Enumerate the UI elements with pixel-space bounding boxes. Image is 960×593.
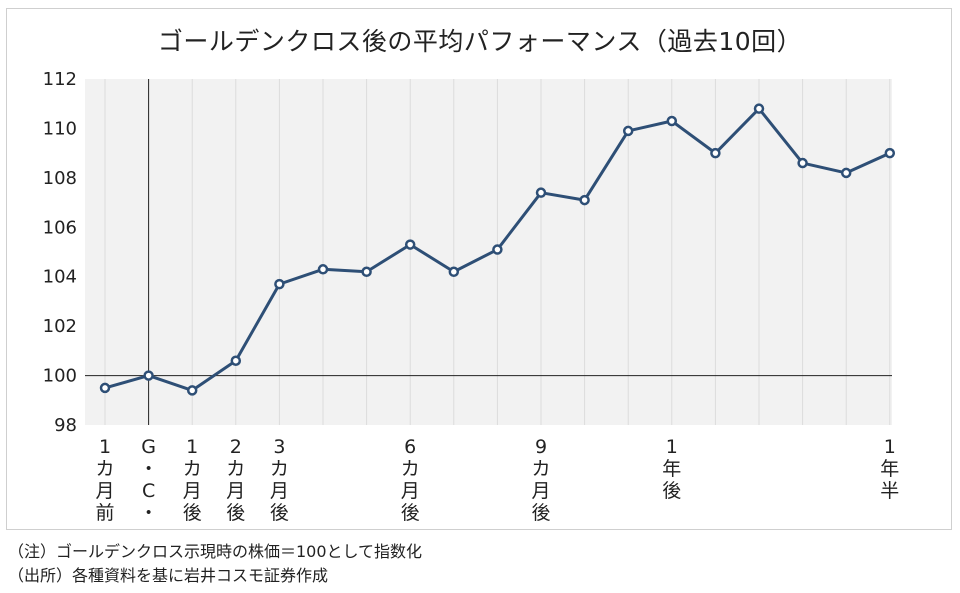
x-tick-label: 月 (183, 480, 202, 502)
y-axis: 98 100 102 104 106 108 110 112 (43, 69, 77, 436)
x-tick-label: 6 (404, 436, 416, 458)
x-tick-label: 半 (880, 480, 899, 502)
plot-area (85, 79, 892, 425)
x-tick-label: 後 (662, 480, 681, 502)
note-line: （注）ゴールデンクロス示現時の株価＝100として指数化 (8, 542, 423, 561)
x-tick-label: 後 (270, 502, 289, 524)
x-tick-label: カ (183, 458, 202, 480)
x-tick-label: 1 (99, 436, 111, 458)
x-tick-label: ・ (139, 458, 158, 480)
y-tick-label: 110 (43, 118, 77, 139)
data-point (274, 278, 285, 290)
data-point (361, 266, 372, 278)
y-tick-label: 98 (54, 415, 77, 436)
x-tick-label: カ (531, 458, 550, 480)
x-tick-label: 3 (273, 436, 285, 458)
x-tick-label: 後 (183, 502, 202, 524)
data-point (884, 147, 896, 159)
data-point (99, 382, 111, 394)
series-line (99, 103, 896, 396)
y-tick-label: 100 (43, 366, 77, 387)
chart-title: ゴールデンクロス後の平均パフォーマンス（過去10回） (157, 27, 803, 56)
x-tick-label: 9 (535, 436, 547, 458)
source-line: （出所）各種資料を基に岩井コスモ証券作成 (8, 566, 329, 585)
x-tick-label: G (141, 436, 156, 458)
y-tick-label: 104 (43, 267, 77, 288)
x-tick-label: 後 (226, 502, 245, 524)
x-tick-label: カ (226, 458, 245, 480)
data-point (186, 385, 198, 396)
x-tick-label: ・ (139, 502, 158, 524)
data-point (753, 103, 765, 114)
x-tick-label: C (142, 480, 155, 502)
x-tick-label: 前 (95, 502, 114, 524)
x-tick-label: 1 (666, 436, 678, 458)
x-tick-label: 2 (230, 436, 242, 458)
notes: （注）ゴールデンクロス示現時の株価＝100として指数化 （出所）各種資料を基に岩… (8, 540, 422, 588)
data-point (622, 125, 634, 137)
data-point (797, 157, 808, 169)
data-point (230, 355, 242, 366)
y-tick-label: 102 (43, 316, 77, 337)
x-tick-label: カ (95, 458, 114, 480)
y-tick-label: 112 (43, 69, 77, 90)
x-tick-label: 1 (884, 436, 896, 458)
x-tick-label: 月 (226, 480, 245, 502)
vertical-gridlines (104, 79, 891, 425)
x-tick-label: 年 (662, 458, 681, 480)
x-tick-label: 後 (401, 502, 420, 524)
data-point (840, 167, 852, 179)
y-tick-label: 106 (43, 217, 77, 238)
reference-lines (85, 79, 892, 425)
x-tick-label: カ (270, 458, 289, 480)
x-tick-label: 年 (880, 458, 899, 480)
data-point (448, 266, 460, 278)
x-tick-label: 月 (270, 480, 289, 502)
x-tick-label: 月 (401, 480, 420, 502)
x-tick-label: 月 (95, 480, 114, 502)
x-tick-label: 後 (531, 502, 550, 524)
data-point (143, 370, 154, 381)
x-tick-label: 月 (531, 480, 550, 502)
data-point (666, 115, 678, 127)
data-point (579, 194, 590, 206)
x-tick-label: 1 (186, 436, 198, 458)
data-point (317, 264, 329, 275)
y-tick-label: 108 (43, 168, 77, 189)
data-point (492, 244, 503, 255)
data-point (710, 147, 721, 159)
data-point (404, 239, 416, 250)
data-point (535, 187, 547, 198)
x-tick-label: カ (401, 458, 420, 480)
